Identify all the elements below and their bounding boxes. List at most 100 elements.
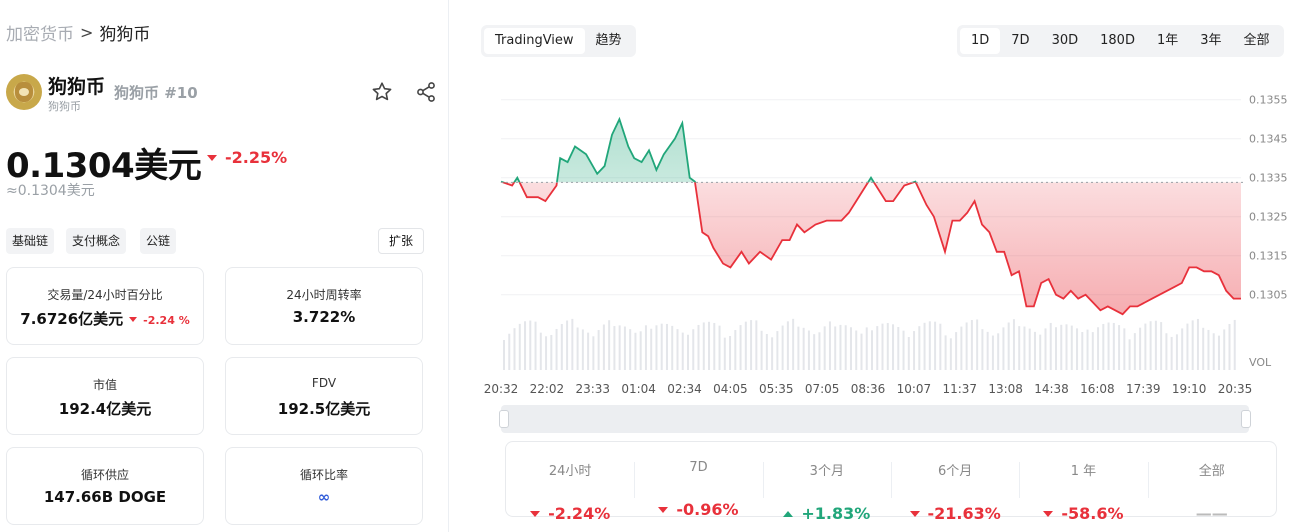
tag-payment[interactable]: 支付概念 — [66, 228, 127, 254]
volume-bar — [1060, 324, 1063, 370]
volume-bar — [771, 337, 774, 370]
tag-public-chain[interactable]: 公链 — [140, 228, 177, 254]
volume-bar — [997, 333, 1000, 370]
x-tick-label: 16:08 — [1080, 382, 1115, 396]
volume-bar — [708, 321, 711, 370]
range-tabs: 1D 7D 30D 180D 1年 3年 全部 — [957, 25, 1284, 57]
volume-bar — [923, 322, 926, 370]
perf-label: 7D — [689, 460, 708, 475]
price-chart[interactable]: 0.1355 0.1345 0.1335 0.1325 0.1315 0.1305 VOL 2… — [449, 70, 1308, 410]
volume-bar — [902, 330, 905, 370]
breadcrumb-root-link[interactable]: 加密货币 — [6, 25, 74, 45]
stat-card-turnover: 24小时周转率 3.722% — [225, 267, 423, 345]
scrollbar-right-handle[interactable] — [1241, 410, 1251, 428]
volume-bar — [834, 326, 837, 370]
range-180d[interactable]: 180D — [1100, 33, 1135, 48]
volume-bar — [571, 318, 574, 370]
volume-bar — [602, 324, 605, 370]
volume-bar — [1160, 322, 1163, 370]
perf-value: -2.24% — [530, 504, 610, 523]
stat-value: 147.66B DOGE — [43, 488, 167, 506]
volume-bar — [1149, 321, 1152, 370]
volume-bar — [802, 327, 805, 370]
share-icon[interactable] — [414, 80, 438, 104]
volume-bar — [513, 328, 516, 370]
x-tick-label: 14:38 — [1034, 382, 1069, 396]
volume-label: VOL — [1249, 356, 1272, 369]
tab-tradingview[interactable]: TradingView — [484, 28, 585, 54]
volume-bar — [849, 327, 852, 370]
coin-header: 狗狗币 狗狗币 狗狗币 #10 — [6, 72, 442, 113]
stat-value: 7.6726亿美元 -2.24 % — [7, 308, 203, 329]
panel-divider — [448, 0, 449, 532]
volume-bar — [781, 325, 784, 370]
volume-value: 7.6726亿美元 — [20, 310, 124, 328]
perf-value: —— — [1196, 504, 1228, 523]
volume-bar — [1181, 328, 1184, 370]
chart-panel: TradingView 趋势 1D 7D 30D 180D 1年 3年 全部 0… — [449, 0, 1308, 532]
volume-bar — [955, 332, 958, 370]
price-approx: ≈0.1304美元 — [6, 183, 95, 199]
volume-bar — [865, 327, 868, 370]
volume-bar — [934, 321, 937, 370]
volume-bar — [886, 323, 889, 370]
x-tick-label: 02:34 — [667, 382, 702, 396]
volume-bar — [644, 325, 647, 370]
x-tick-label: 04:05 — [713, 382, 748, 396]
volume-bar — [755, 320, 758, 370]
y-tick-label: 0.1315 — [1249, 250, 1288, 263]
volume-bar — [828, 321, 831, 370]
price-chart-svg[interactable]: 0.1355 0.1345 0.1335 0.1325 0.1315 0.1305 VOL 2… — [449, 70, 1308, 410]
perf-value: -0.96% — [658, 500, 739, 519]
perf-value: -21.63% — [909, 504, 1001, 523]
volume-bar — [560, 323, 563, 370]
volume-bar — [949, 338, 952, 370]
perf-value-text: —— — [1195, 504, 1228, 523]
volume-bar — [913, 331, 916, 370]
caret-down-icon — [207, 154, 217, 161]
stat-card-market-cap: 市值 192.4亿美元 — [6, 357, 204, 435]
volume-bar — [734, 330, 737, 370]
expand-button[interactable]: 扩张 — [378, 228, 424, 254]
scrollbar-left-handle[interactable] — [499, 410, 509, 428]
volume-bar — [1023, 326, 1026, 370]
range-3y[interactable]: 3年 — [1200, 33, 1222, 48]
volume-bar — [623, 326, 626, 370]
range-7d[interactable]: 7D — [1011, 33, 1030, 48]
tab-trend[interactable]: 趋势 — [595, 33, 622, 48]
volume-bar — [550, 334, 553, 370]
range-1d[interactable]: 1D — [960, 28, 1001, 54]
volume-bar — [534, 321, 537, 370]
tag-base-chain[interactable]: 基础链 — [6, 228, 55, 254]
volume-bar — [576, 327, 579, 370]
volume-bar — [723, 337, 726, 370]
volume-bar — [844, 325, 847, 370]
volume-bar — [650, 328, 653, 370]
volume-bar — [807, 330, 810, 370]
perf-label: 6个月 — [938, 464, 973, 479]
time-range-scrollbar[interactable] — [499, 405, 1251, 433]
volume-bar — [944, 335, 947, 370]
volume-bar — [981, 329, 984, 370]
caret-down-icon — [1043, 510, 1054, 517]
star-icon[interactable] — [370, 80, 394, 104]
coin-sub-name: 狗狗币 — [48, 100, 81, 113]
caret-down-icon — [658, 506, 669, 513]
volume-bar — [566, 320, 569, 370]
volume-bar — [1097, 327, 1100, 370]
range-all[interactable]: 全部 — [1243, 33, 1270, 48]
breadcrumb: 加密货币 > 狗狗币 — [6, 20, 150, 45]
performance-summary: 24小时 -2.24% 7D -0.96% 3个月 +1.83% 6个月 -21.63% 1 年… — [505, 441, 1277, 523]
price-line-down — [500, 182, 1241, 316]
volume-bar — [1217, 335, 1220, 370]
volume-bar — [718, 325, 721, 370]
volume-bar — [503, 340, 505, 370]
range-1y[interactable]: 1年 — [1156, 33, 1179, 48]
volume-bar — [1123, 328, 1126, 370]
x-tick-label: 13:08 — [988, 382, 1023, 396]
x-tick-label: 08:36 — [851, 382, 886, 396]
volume-bar — [986, 331, 989, 370]
coin-rank: 狗狗币 #10 — [114, 84, 198, 102]
volume-bar — [813, 334, 816, 370]
range-30d[interactable]: 30D — [1051, 33, 1079, 48]
